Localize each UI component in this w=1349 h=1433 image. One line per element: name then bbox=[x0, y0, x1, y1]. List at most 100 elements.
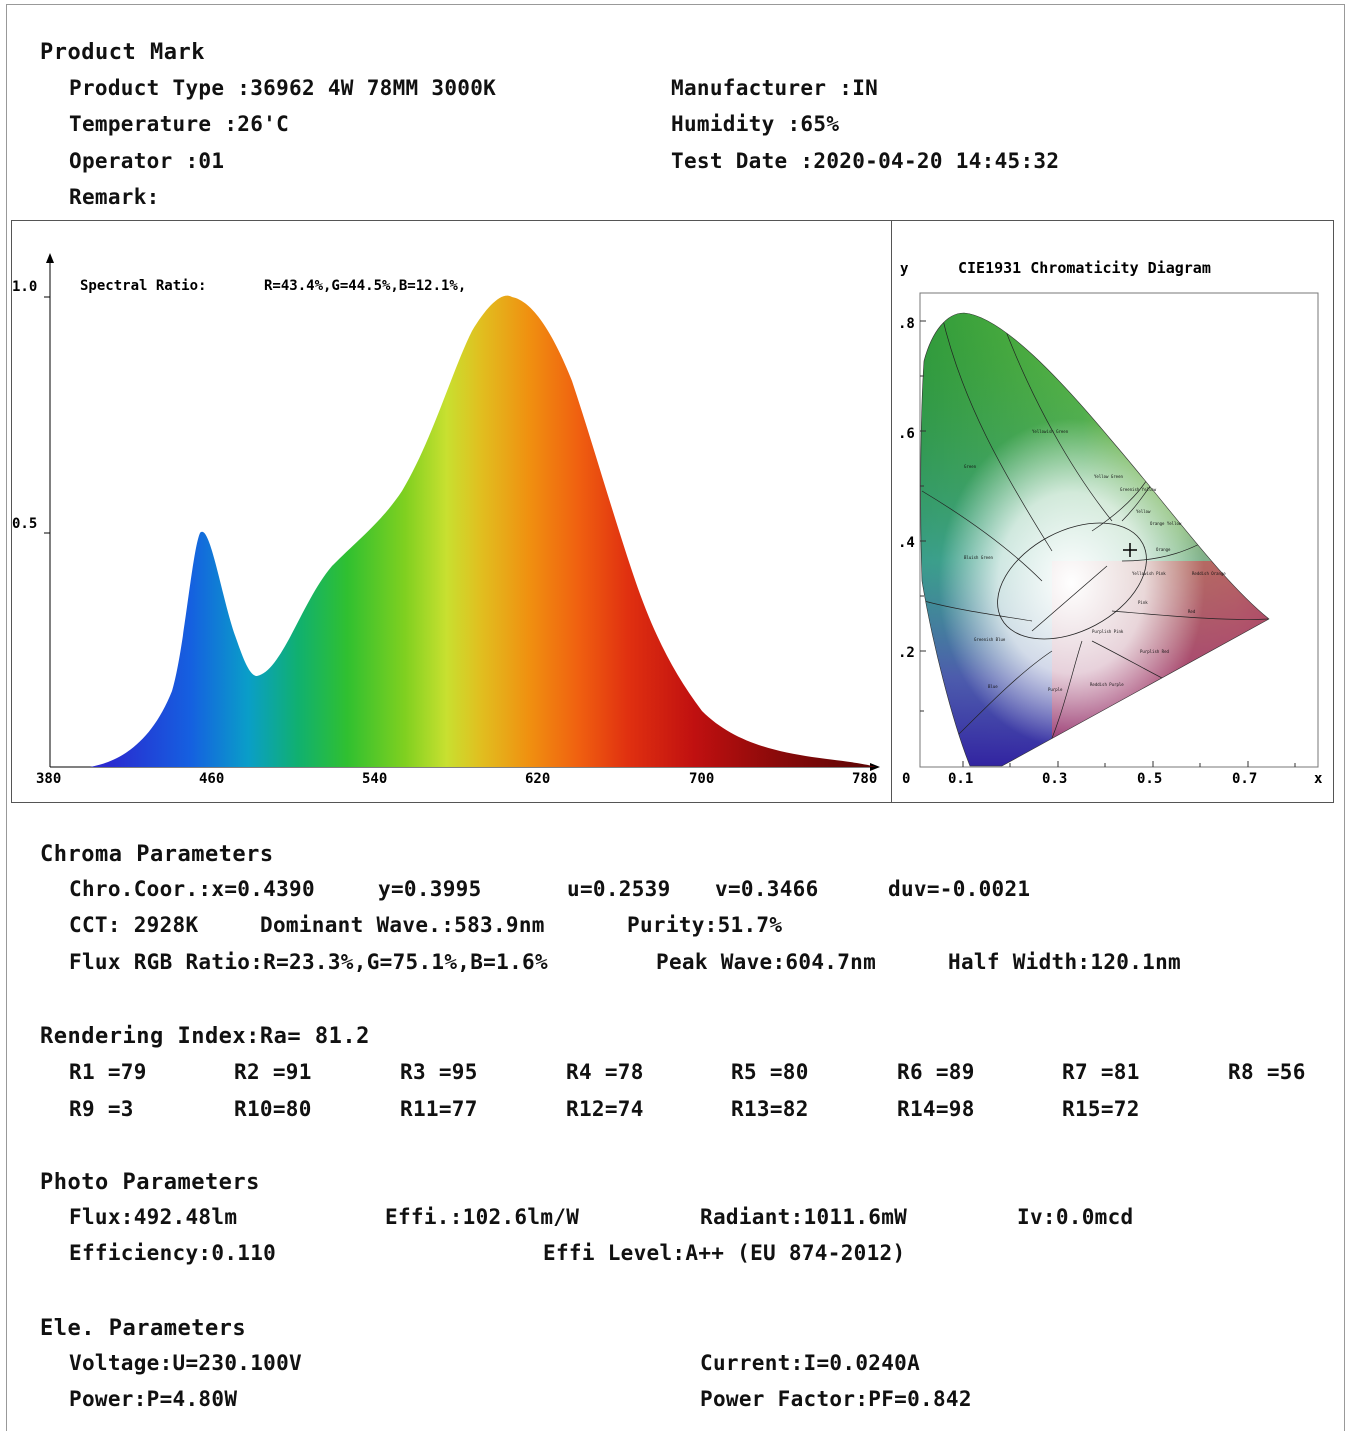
cie-locus-outline bbox=[920, 312, 1270, 767]
x-tick-label: 700 bbox=[689, 771, 714, 787]
voltage: Voltage:U=230.100V bbox=[69, 1351, 302, 1375]
ri-r4: R4 =78 bbox=[566, 1060, 644, 1084]
cie-locus bbox=[920, 313, 1270, 766]
y-tick-label: 1.0 bbox=[12, 279, 37, 295]
cie-y-tick: .6 bbox=[898, 426, 915, 442]
ri-r14: R14=98 bbox=[897, 1097, 975, 1121]
svg-text:Purplish Red: Purplish Red bbox=[1140, 649, 1169, 654]
effi: Effi.:102.6lm/W bbox=[385, 1205, 580, 1229]
svg-text:Greenish Blue: Greenish Blue bbox=[974, 637, 1006, 642]
electrical-heading: Ele. Parameters bbox=[40, 1316, 247, 1341]
product-type: Product Type :36962 4W 78MM 3000K bbox=[69, 76, 497, 100]
cie-x-tick: 0.5 bbox=[1137, 771, 1162, 787]
iv: Iv:0.0mcd bbox=[1017, 1205, 1134, 1229]
ri-r12: R12=74 bbox=[566, 1097, 644, 1121]
svg-text:Red: Red bbox=[1188, 609, 1196, 614]
cie-y-tick: .8 bbox=[898, 316, 915, 332]
cie-diagram: y CIE1931 Chromaticity Diagram bbox=[898, 259, 1323, 787]
spectrum-chart: 1.0 0.5 Spectral Ratio: R=43.4%,G=44.5%,… bbox=[12, 253, 880, 787]
spectrum-panel: 1.0 0.5 Spectral Ratio: R=43.4%,G=44.5%,… bbox=[11, 220, 892, 803]
cie-x-axis-label: x bbox=[1314, 771, 1323, 787]
cie-region-labels: Green Yellowish Green Yellow Green Green… bbox=[964, 429, 1226, 692]
chromaticity-point-marker bbox=[1123, 543, 1137, 557]
flux-rgb-ratio: Flux RGB Ratio:R=23.3%,G=75.1%,B=1.6% bbox=[69, 950, 548, 974]
chroma-duv: duv=-0.0021 bbox=[888, 877, 1031, 901]
svg-text:Orange: Orange bbox=[1156, 547, 1171, 552]
svg-text:Yellow: Yellow bbox=[1136, 509, 1151, 514]
y-tick-label: 0.5 bbox=[12, 516, 37, 532]
ri-r10: R10=80 bbox=[234, 1097, 312, 1121]
svg-text:Greenish Yellow: Greenish Yellow bbox=[1120, 487, 1157, 492]
ri-r8: R8 =56 bbox=[1228, 1060, 1306, 1084]
x-tick-label: 380 bbox=[36, 771, 61, 787]
effi-level: Effi Level:A++ (EU 874-2012) bbox=[543, 1241, 906, 1265]
ri-r3: R3 =95 bbox=[400, 1060, 478, 1084]
svg-text:Pink: Pink bbox=[1138, 600, 1148, 605]
remark: Remark: bbox=[69, 185, 160, 209]
temperature: Temperature :26'C bbox=[69, 112, 290, 136]
operator: Operator :01 bbox=[69, 149, 225, 173]
ri-r9: R9 =3 bbox=[69, 1097, 134, 1121]
chroma-coordinate-y: y=0.3995 bbox=[378, 877, 482, 901]
svg-text:Blue: Blue bbox=[988, 684, 998, 689]
ri-r5: R5 =80 bbox=[731, 1060, 809, 1084]
cie-x-tick: 0.1 bbox=[948, 771, 973, 787]
cie-plot-frame bbox=[919, 292, 1319, 768]
peak-wave: Peak Wave:604.7nm bbox=[656, 950, 877, 974]
cie-origin: 0 bbox=[902, 771, 910, 787]
cie-panel: y CIE1931 Chromaticity Diagram bbox=[891, 220, 1334, 803]
product-heading: Product Mark bbox=[40, 40, 205, 65]
svg-text:Yellowish Green: Yellowish Green bbox=[1032, 429, 1069, 434]
svg-text:Reddish Orange: Reddish Orange bbox=[1192, 571, 1226, 576]
half-width: Half Width:120.1nm bbox=[948, 950, 1181, 974]
manufacturer: Manufacturer :IN bbox=[671, 76, 879, 100]
test-date: Test Date :2020-04-20 14:45:32 bbox=[671, 149, 1060, 173]
spectral-ratio-value: R=43.4%,G=44.5%,B=12.1%, bbox=[264, 278, 466, 294]
svg-text:Yellow Green: Yellow Green bbox=[1094, 474, 1123, 479]
spectral-ratio-label: Spectral Ratio: bbox=[80, 278, 206, 294]
cie-y-tick: .4 bbox=[898, 535, 915, 551]
cie-x-tick: 0.3 bbox=[1042, 771, 1067, 787]
x-tick-label: 460 bbox=[199, 771, 224, 787]
x-tick-label: 540 bbox=[362, 771, 387, 787]
spectrum-curve bbox=[90, 295, 876, 767]
current: Current:I=0.0240A bbox=[700, 1351, 921, 1375]
photo-heading: Photo Parameters bbox=[40, 1170, 260, 1195]
chroma-u: u=0.2539 bbox=[567, 877, 671, 901]
radiant: Radiant:1011.6mW bbox=[700, 1205, 908, 1229]
report-frame bbox=[6, 4, 1345, 1431]
x-tick-label: 620 bbox=[525, 771, 550, 787]
cie-title: CIE1931 Chromaticity Diagram bbox=[958, 259, 1211, 277]
power: Power:P=4.80W bbox=[69, 1387, 238, 1411]
ri-r6: R6 =89 bbox=[897, 1060, 975, 1084]
svg-text:Orange Yellow: Orange Yellow bbox=[1150, 521, 1182, 526]
cie-y-tick: .2 bbox=[898, 645, 915, 661]
y-axis-arrow bbox=[46, 253, 54, 263]
purity: Purity:51.7% bbox=[627, 913, 783, 937]
svg-text:Purple: Purple bbox=[1048, 687, 1063, 692]
ri-r11: R11=77 bbox=[400, 1097, 478, 1121]
cct: CCT: 2928K bbox=[69, 913, 199, 937]
chroma-coordinate-x: Chro.Coor.:x=0.4390 bbox=[69, 877, 315, 901]
humidity: Humidity :65% bbox=[671, 112, 840, 136]
cie-y-axis-label: y bbox=[900, 261, 909, 277]
dominant-wave: Dominant Wave.:583.9nm bbox=[260, 913, 545, 937]
rendering-heading: Rendering Index:Ra= 81.2 bbox=[40, 1024, 370, 1049]
chroma-v: v=0.3466 bbox=[715, 877, 819, 901]
ri-r7: R7 =81 bbox=[1062, 1060, 1140, 1084]
chroma-heading: Chroma Parameters bbox=[40, 842, 274, 867]
ri-r13: R13=82 bbox=[731, 1097, 809, 1121]
svg-text:Purplish Pink: Purplish Pink bbox=[1092, 629, 1124, 634]
cie-x-tick: 0.7 bbox=[1232, 771, 1257, 787]
x-tick-label: 780 bbox=[852, 771, 877, 787]
efficiency: Efficiency:0.110 bbox=[69, 1241, 277, 1265]
svg-text:Green: Green bbox=[964, 464, 977, 469]
ri-r1: R1 =79 bbox=[69, 1060, 147, 1084]
ri-r2: R2 =91 bbox=[234, 1060, 312, 1084]
flux: Flux:492.48lm bbox=[69, 1205, 238, 1229]
ri-r15: R15=72 bbox=[1062, 1097, 1140, 1121]
svg-text:Reddish Purple: Reddish Purple bbox=[1090, 682, 1124, 687]
svg-text:Bluish Green: Bluish Green bbox=[964, 555, 993, 560]
svg-text:Yellowish Pink: Yellowish Pink bbox=[1132, 571, 1166, 576]
power-factor: Power Factor:PF=0.842 bbox=[700, 1387, 972, 1411]
